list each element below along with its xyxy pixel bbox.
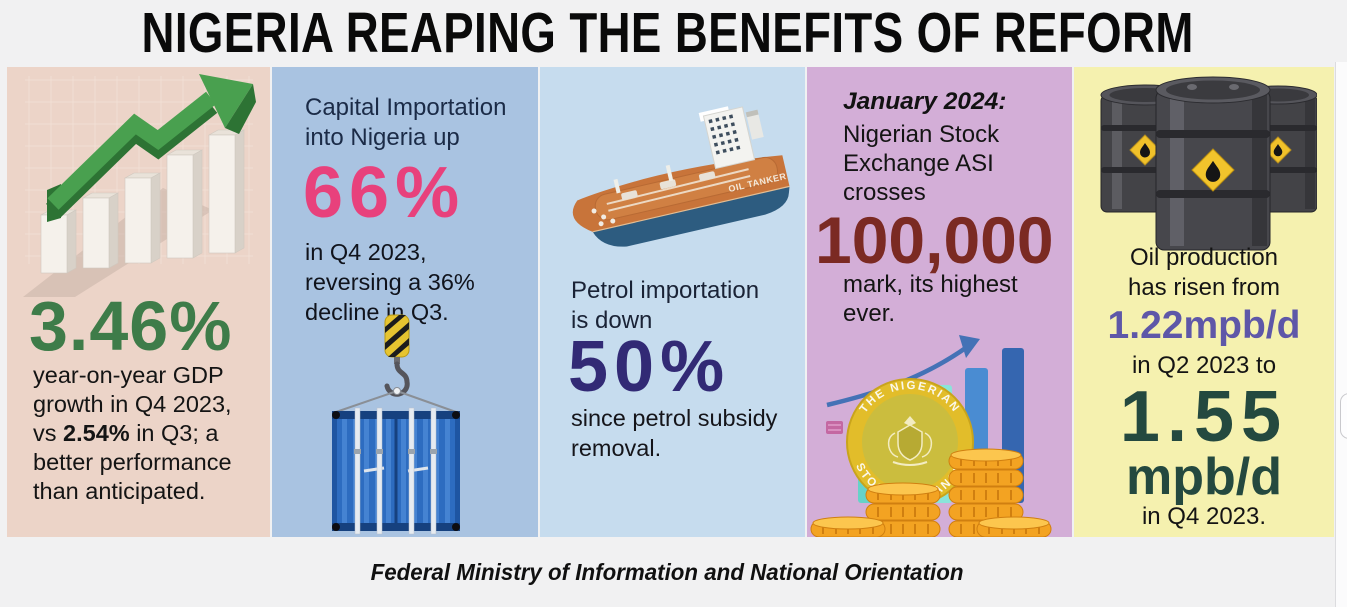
oil-tanker-ship-icon: OIL TANKER <box>552 73 794 268</box>
panel-stock-exchange: January 2024: Nigerian Stock Exchange AS… <box>807 67 1072 537</box>
header: NIGERIA REAPING THE BENEFITS OF REFORM <box>0 0 1335 66</box>
oil-barrels-icon <box>1092 73 1318 258</box>
oil-stat-to-value: 1.55 <box>1119 377 1289 457</box>
capital-heading: Capital Importation into Nigeria up <box>305 94 507 151</box>
scrollbar-thumb[interactable] <box>1340 393 1347 439</box>
gdp-growth-stat: 3.46% <box>29 287 233 365</box>
stock-description: mark, its highest ever. <box>843 271 1018 327</box>
gdp-q3-stat: 2.54% <box>63 420 130 446</box>
panel-capital-importation: Capital Importation into Nigeria up 66% … <box>272 67 538 537</box>
oil-stat-to-unit: mpb/d <box>1126 448 1282 506</box>
bar-chart-growth-arrow-icon <box>15 72 263 302</box>
petrol-stat: 50% <box>568 327 731 407</box>
capital-description: in Q4 2023, reversing a 36% decline in Q… <box>305 239 475 325</box>
stock-date: January 2024: <box>843 88 1007 115</box>
window-edge-strip <box>1335 62 1347 607</box>
panel-gdp: 3.46% year-on-year GDP growth in Q4 2023… <box>7 67 270 537</box>
oil-mid-text: in Q2 2023 to <box>1131 352 1277 379</box>
stock-heading: Nigerian Stock Exchange ASI crosses <box>843 121 1000 206</box>
stock-stat: 100,000 <box>815 203 1054 277</box>
oil-tail-text: in Q4 2023. <box>1141 503 1267 530</box>
coin-bar-chart-icon: THE NIGERIAN STOCK EXCHANGE <box>809 333 1061 537</box>
oil-heading: Oil production has risen from <box>1127 244 1281 301</box>
footer: Federal Ministry of Information and Nati… <box>0 537 1335 607</box>
capital-stat: 66% <box>303 153 466 233</box>
page-title: NIGERIA REAPING THE BENEFITS OF REFORM <box>141 1 1194 65</box>
petrol-description: since petrol subsidy removal. <box>571 405 778 461</box>
panel-oil-production: Oil production has risen from 1.22mpb/d … <box>1074 67 1334 537</box>
gdp-description: year-on-year GDP growth in Q4 2023, vs 2… <box>33 362 232 504</box>
crane-hook-shipping-container-icon <box>300 311 508 537</box>
oil-stat-from: 1.22mpb/d <box>1107 304 1301 347</box>
petrol-heading: Petrol importation is down <box>571 277 760 334</box>
panel-petrol-importation: OIL TANKER Petrol importation is down 50… <box>540 67 805 537</box>
footer-credit: Federal Ministry of Information and Nati… <box>371 558 964 585</box>
